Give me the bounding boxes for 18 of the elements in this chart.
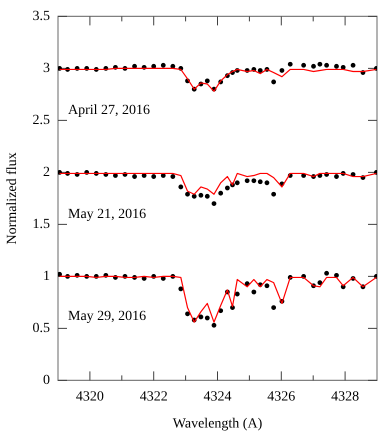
text: April 27, 2016 xyxy=(68,103,150,118)
y-tick-label: 1.5 xyxy=(32,217,50,232)
x-tick-label: 4328 xyxy=(331,389,360,404)
text: May 29, 2016 xyxy=(68,308,146,324)
x-tick-label: 4320 xyxy=(76,389,104,404)
y-tick-label: 0.5 xyxy=(32,321,50,336)
y-tick-label: 2.5 xyxy=(32,113,50,128)
y-axis-title: Normalized flux xyxy=(5,152,20,244)
y-tick-label: 0 xyxy=(43,373,50,388)
x-tick-label: 4326 xyxy=(267,389,296,404)
text: May 21, 2016 xyxy=(68,207,146,222)
y-tick-label: 3.5 xyxy=(32,9,50,24)
y-tick-label: 1 xyxy=(43,269,50,284)
y-tick-label: 3 xyxy=(43,61,50,76)
x-axis-title: Wavelength (A) xyxy=(172,416,263,432)
x-tick-label: 4324 xyxy=(204,389,232,404)
y-tick-label: 2 xyxy=(43,165,50,180)
x-tick-label: 4322 xyxy=(140,389,168,404)
